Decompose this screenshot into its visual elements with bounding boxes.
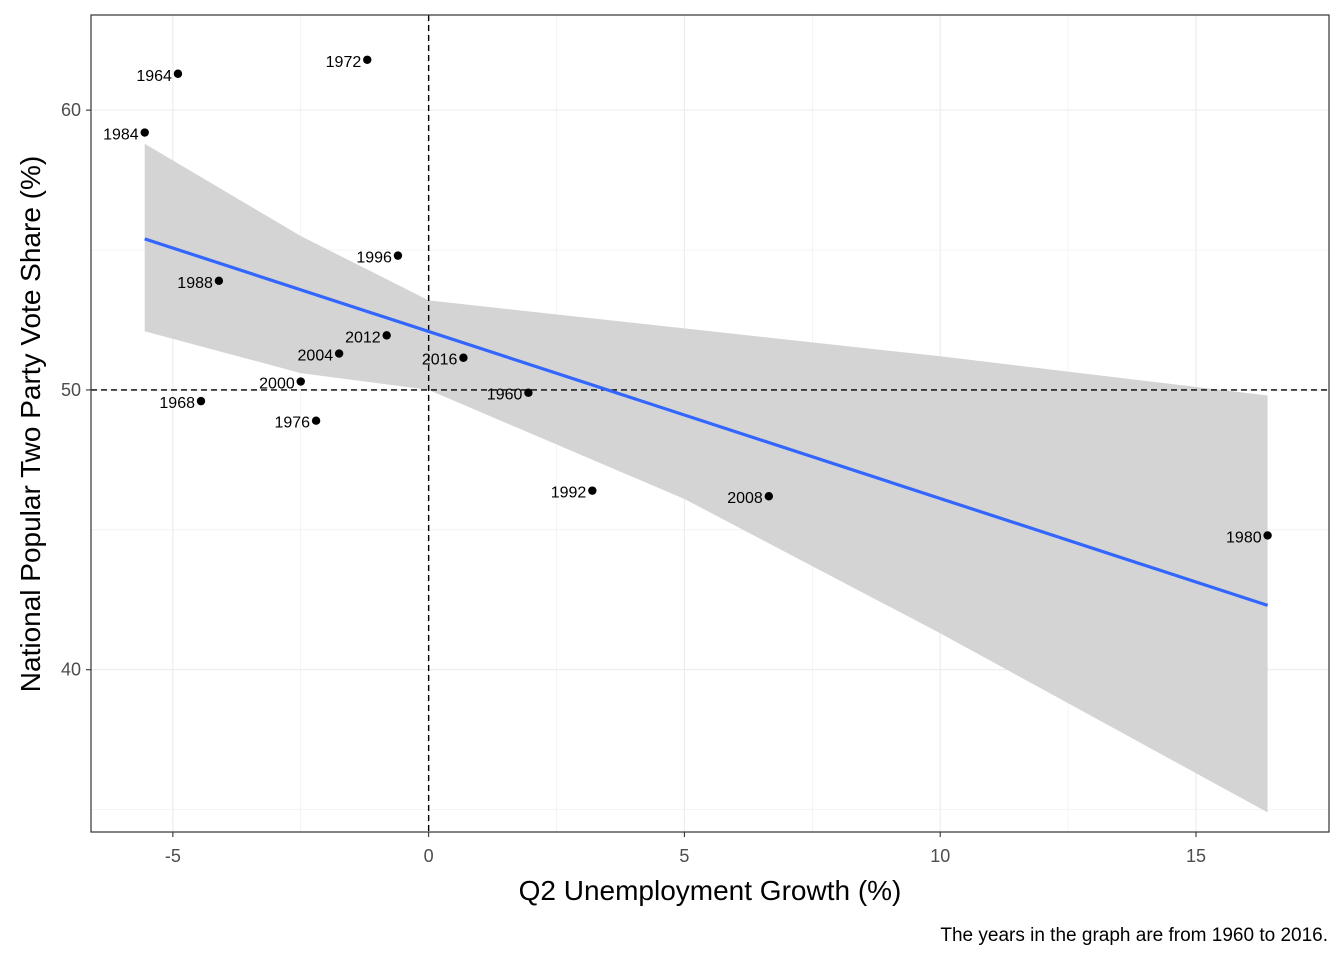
point-label-2008: 2008 <box>727 490 763 507</box>
point-label-1964: 1964 <box>136 68 172 85</box>
data-point-1988 <box>214 276 224 286</box>
point-labels: 1960 1964 1968 1972 1976 1980 1984 1988 1992 1996… <box>103 54 1262 547</box>
y-tick-label: 50 <box>61 380 81 400</box>
data-point-2000 <box>296 377 305 386</box>
y-axis-title: National Popular Two Party Vote Share (%… <box>15 156 46 692</box>
y-tick-label: 40 <box>61 660 81 680</box>
data-point-1980 <box>1263 531 1272 540</box>
point-label-2004: 2004 <box>298 348 334 365</box>
x-axis-title: Q2 Unemployment Growth (%) <box>519 875 902 906</box>
data-point-1964 <box>173 69 183 78</box>
point-label-1968: 1968 <box>159 395 195 412</box>
point-label-1996: 1996 <box>356 250 392 267</box>
y-tick-label: 60 <box>61 100 81 120</box>
reference-lines <box>91 15 1329 832</box>
data-point-1984 <box>140 128 149 137</box>
data-point-1968 <box>196 396 206 406</box>
data-point-1976 <box>311 416 321 425</box>
data-point-2016 <box>459 353 468 362</box>
x-tick-label: 10 <box>930 846 950 866</box>
data-point-2008 <box>764 492 774 501</box>
data-point-1960 <box>524 388 533 397</box>
confidence-band-group <box>144 143 1268 813</box>
data-point-1996 <box>393 251 403 260</box>
point-label-1980: 1980 <box>1226 529 1262 546</box>
point-label-1972: 1972 <box>326 54 362 71</box>
regression-line-group <box>144 237 1269 607</box>
point-label-1988: 1988 <box>177 275 213 292</box>
data-points <box>140 55 1272 540</box>
data-point-1972 <box>363 55 372 64</box>
x-tick-label: 15 <box>1186 846 1206 866</box>
point-label-1976: 1976 <box>274 415 310 432</box>
y-axis-ticks: 40 50 60 <box>61 100 91 680</box>
data-point-2004 <box>334 349 344 358</box>
point-label-2000: 2000 <box>259 376 295 393</box>
confidence-band <box>144 143 1268 813</box>
panel-border <box>90 14 1330 833</box>
data-point-1992 <box>588 486 597 495</box>
data-point-2012 <box>382 331 391 340</box>
point-label-2016: 2016 <box>422 352 458 369</box>
x-tick-label: -5 <box>165 846 181 866</box>
x-tick-label: 5 <box>679 846 689 866</box>
regression-line <box>144 237 1269 607</box>
x-tick-label: 0 <box>424 846 434 866</box>
x-axis-ticks: -5 0 5 10 15 <box>165 832 1206 866</box>
point-label-2012: 2012 <box>345 329 381 346</box>
chart-caption: The years in the graph are from 1960 to … <box>940 925 1328 946</box>
point-label-1960: 1960 <box>487 387 523 404</box>
point-label-1992: 1992 <box>551 485 587 502</box>
point-label-1984: 1984 <box>103 127 139 144</box>
